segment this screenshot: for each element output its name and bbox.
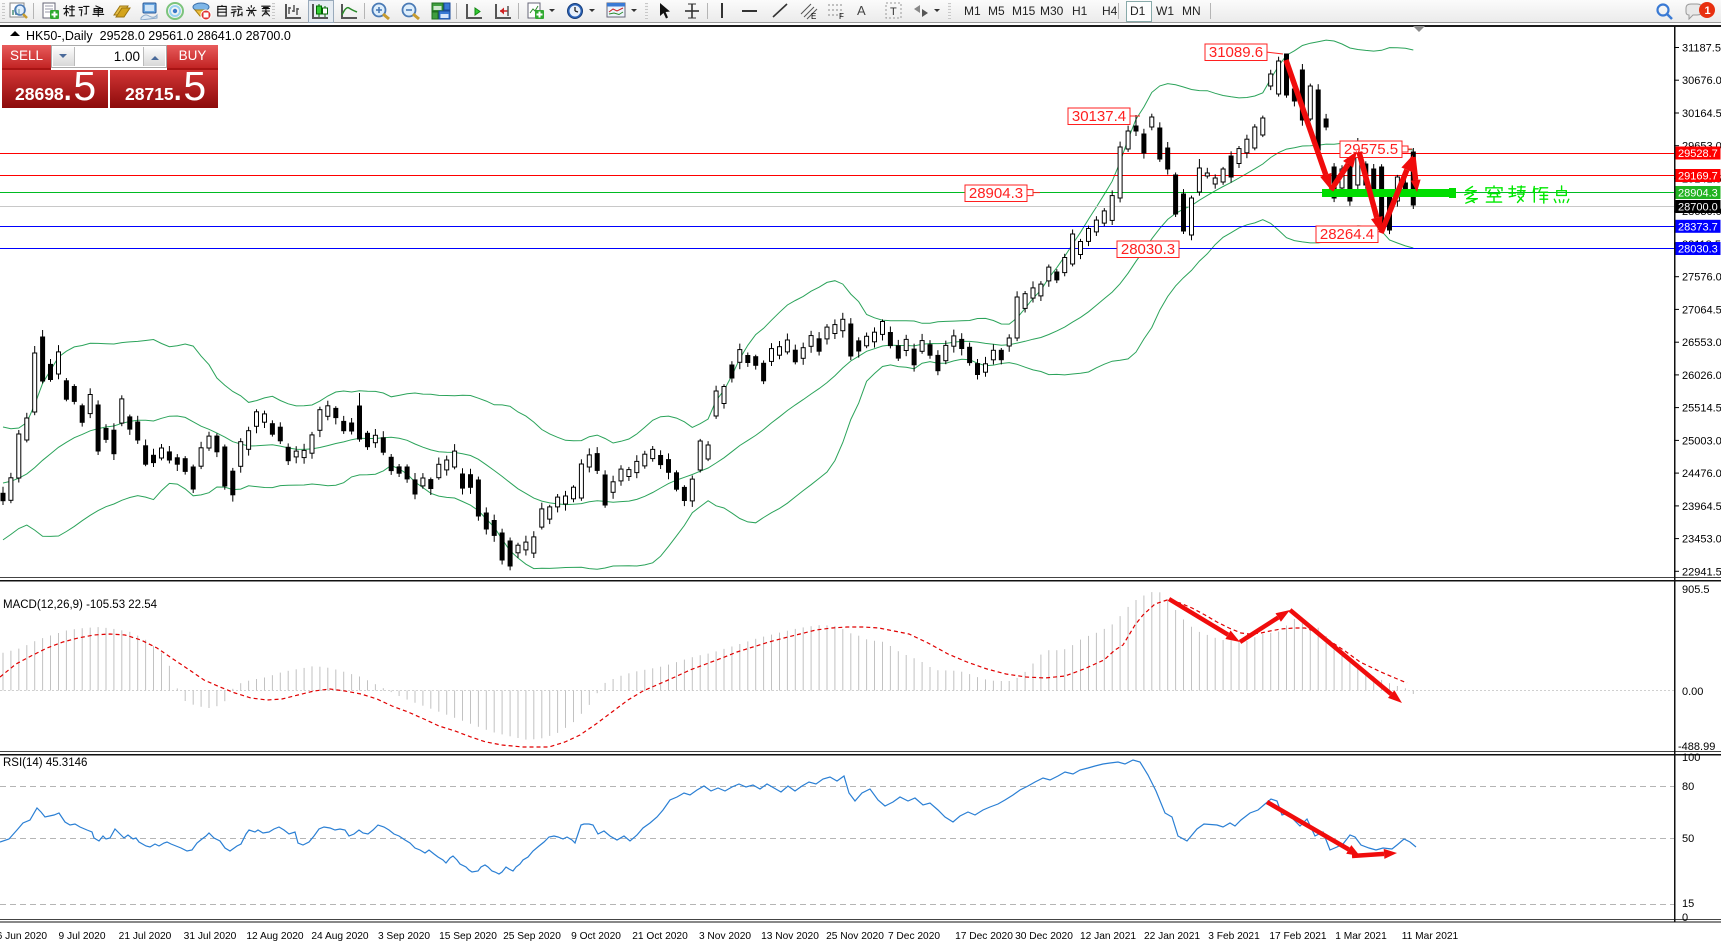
svg-text:26 Jun 2020: 26 Jun 2020: [0, 931, 47, 942]
svg-text:27064.5: 27064.5: [1682, 304, 1721, 316]
svg-text:0: 0: [1682, 912, 1688, 924]
svg-text:25 Nov 2020: 25 Nov 2020: [826, 931, 884, 942]
svg-text:12 Jan 2021: 12 Jan 2021: [1080, 931, 1136, 942]
svg-text:50: 50: [1682, 833, 1694, 845]
svg-text:3 Feb 2021: 3 Feb 2021: [1208, 931, 1260, 942]
svg-text:23453.0: 23453.0: [1682, 534, 1721, 546]
svg-text:RSI(14) 45.3146: RSI(14) 45.3146: [3, 757, 87, 769]
svg-text:31 Jul 2020: 31 Jul 2020: [184, 931, 237, 942]
svg-text:100: 100: [1682, 752, 1700, 764]
svg-text:31187.5: 31187.5: [1682, 43, 1721, 55]
svg-text:3 Nov 2020: 3 Nov 2020: [699, 931, 751, 942]
svg-text:3 Sep 2020: 3 Sep 2020: [378, 931, 430, 942]
svg-text:26026.0: 26026.0: [1682, 370, 1721, 382]
svg-text:21 Jul 2020: 21 Jul 2020: [119, 931, 172, 942]
svg-text:-488.99: -488.99: [1678, 741, 1715, 753]
svg-text:0.00: 0.00: [1682, 686, 1703, 698]
svg-text:905.5: 905.5: [1682, 584, 1710, 596]
svg-text:30676.0: 30676.0: [1682, 75, 1721, 87]
svg-text:22 Jan 2021: 22 Jan 2021: [1144, 931, 1200, 942]
svg-text:7 Dec 2020: 7 Dec 2020: [888, 931, 940, 942]
svg-text:24 Aug 2020: 24 Aug 2020: [311, 931, 369, 942]
svg-text:9 Oct 2020: 9 Oct 2020: [571, 931, 621, 942]
svg-text:11 Mar 2021: 11 Mar 2021: [1402, 931, 1459, 942]
svg-text:30164.5: 30164.5: [1682, 108, 1721, 120]
svg-text:1: 1: [1705, 5, 1711, 17]
svg-text:9 Jul 2020: 9 Jul 2020: [58, 931, 105, 942]
svg-text:12 Aug 2020: 12 Aug 2020: [246, 931, 304, 942]
svg-text:29169.7: 29169.7: [1678, 171, 1718, 183]
svg-text:28264.4: 28264.4: [1320, 226, 1374, 243]
svg-text:28904.3: 28904.3: [1678, 188, 1718, 200]
svg-text:15 Sep 2020: 15 Sep 2020: [439, 931, 497, 942]
svg-text:28030.3: 28030.3: [1678, 244, 1718, 256]
svg-text:28904.3: 28904.3: [969, 185, 1023, 202]
svg-text:22941.5: 22941.5: [1682, 566, 1721, 578]
svg-text:1 Mar 2021: 1 Mar 2021: [1335, 931, 1387, 942]
svg-text:28373.7: 28373.7: [1678, 221, 1718, 233]
svg-text:17 Feb 2021: 17 Feb 2021: [1269, 931, 1327, 942]
svg-text:30137.4: 30137.4: [1072, 108, 1126, 125]
svg-text:24476.0: 24476.0: [1682, 468, 1721, 480]
svg-text:25003.0: 25003.0: [1682, 435, 1721, 447]
svg-text:13 Nov 2020: 13 Nov 2020: [761, 931, 819, 942]
svg-text:31089.6: 31089.6: [1209, 44, 1263, 61]
svg-text:17 Dec 2020: 17 Dec 2020: [955, 931, 1013, 942]
svg-text:25 Sep 2020: 25 Sep 2020: [503, 931, 561, 942]
svg-text:28700.0: 28700.0: [1678, 202, 1718, 214]
svg-text:T: T: [890, 6, 897, 18]
svg-text:25514.5: 25514.5: [1682, 403, 1721, 415]
svg-text:30 Dec 2020: 30 Dec 2020: [1015, 931, 1073, 942]
svg-text:80: 80: [1682, 781, 1694, 793]
svg-text:29528.7: 29528.7: [1678, 148, 1718, 160]
svg-text:F: F: [839, 12, 844, 20]
svg-text:HK50-,Daily 29528.0 29561.0 2: HK50-,Daily 29528.0 29561.0 28641.0 2870…: [26, 29, 291, 43]
svg-text:27576.0: 27576.0: [1682, 272, 1721, 284]
svg-text:21 Oct 2020: 21 Oct 2020: [632, 931, 688, 942]
svg-text:28030.3: 28030.3: [1121, 241, 1175, 258]
svg-text:23964.5: 23964.5: [1682, 501, 1721, 513]
svg-text:E: E: [811, 12, 816, 20]
svg-text:26553.0: 26553.0: [1682, 337, 1721, 349]
svg-text:MACD(12,26,9) -105.53 22.54: MACD(12,26,9) -105.53 22.54: [3, 599, 158, 611]
svg-text:15: 15: [1682, 898, 1694, 910]
